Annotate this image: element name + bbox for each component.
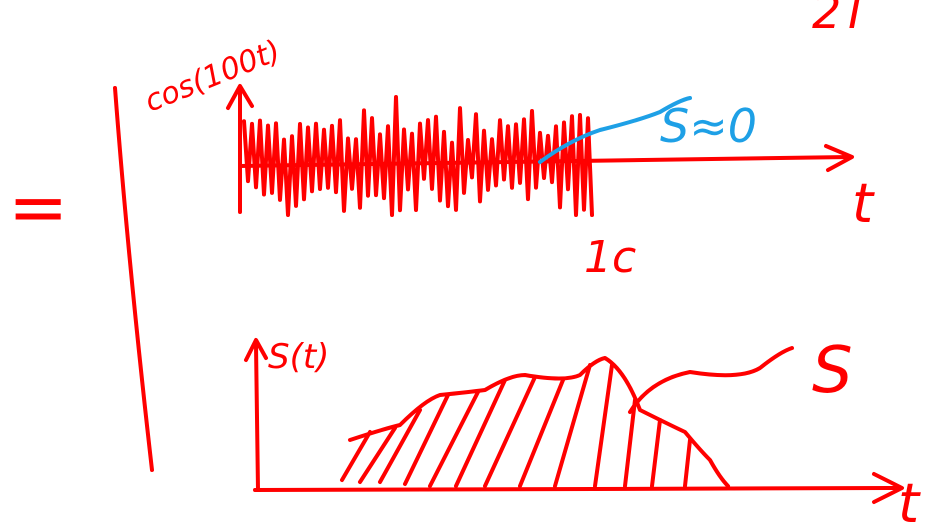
whiteboard: 2T = cos(100t) S≈0 t 1c S(t) S t xyxy=(0,0,944,530)
page-mark: 2T xyxy=(812,0,873,39)
x-axis-label: t xyxy=(852,172,875,235)
annotation: S xyxy=(812,334,853,408)
x-axis-label: t xyxy=(898,472,921,530)
y-axis-label: S(t) xyxy=(268,337,329,377)
end-label: 1c xyxy=(584,232,636,283)
equals-sign: = xyxy=(8,165,68,249)
annotation: S≈0 xyxy=(660,99,757,153)
